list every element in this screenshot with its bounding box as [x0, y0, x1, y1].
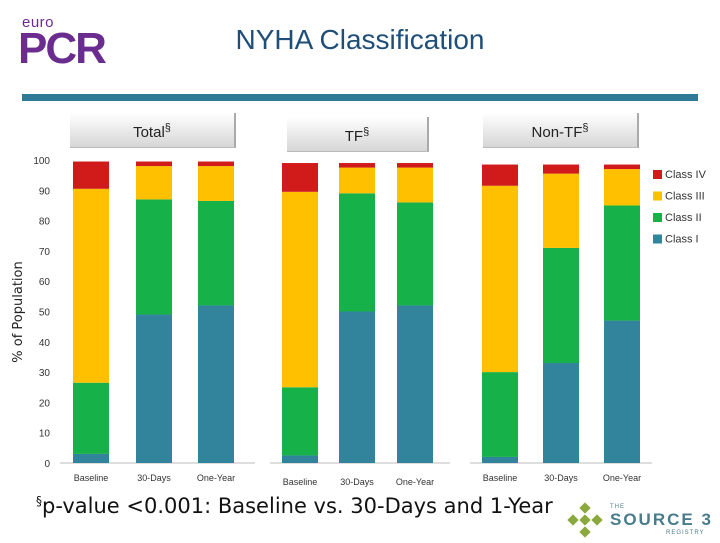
logo-euro-text: euro: [22, 14, 55, 31]
y-tick-label: 50: [39, 308, 51, 319]
footnote-mark: §: [36, 494, 42, 508]
page-title: NYHA Classification: [235, 24, 485, 55]
panel-label-tf: TF§: [287, 117, 429, 152]
source3-registry-text: REGISTRY: [666, 530, 705, 536]
y-tick-label: 0: [44, 459, 50, 470]
bar-segment-class-i: [482, 456, 518, 463]
y-tick-label: 60: [39, 277, 51, 288]
europcr-logo: euro PCR: [18, 14, 110, 74]
y-tick-label: 10: [39, 429, 51, 440]
bar-segment-class-ii: [482, 372, 518, 457]
y-axis: 0 10 20 30 40 50 60 70 80 90 100: [33, 156, 50, 470]
bar-segment-class-iii: [397, 167, 433, 203]
source3-name-text: SOURCE 3: [610, 510, 713, 529]
bar-segment-class-iv: [339, 163, 375, 168]
logo-pcr-text: PCR: [18, 24, 107, 73]
x-tick-label: 30-Days: [137, 473, 171, 483]
bar-segment-class-iii: [73, 188, 109, 383]
y-tick-label: 70: [39, 247, 51, 258]
legend-label: Class II: [665, 212, 702, 224]
y-tick-label: 30: [39, 368, 51, 379]
bar-segment-class-ii: [604, 205, 640, 321]
bar-segment-class-iv: [136, 161, 172, 167]
bar-segment-class-ii: [282, 387, 318, 456]
source3-emblem-icon: [567, 502, 603, 538]
footnote-text: p-value <0.001: Baseline vs. 30-Days and…: [42, 494, 553, 518]
y-tick-label: 90: [39, 186, 51, 197]
bar-segment-class-i: [198, 305, 234, 463]
bar-segment-class-iii: [543, 173, 579, 248]
footnote: §p-value <0.001: Baseline vs. 30-Days an…: [36, 494, 553, 518]
bar-segment-class-iv: [543, 164, 579, 174]
x-tick-label: Baseline: [74, 473, 109, 483]
bar-segment-class-ii: [543, 247, 579, 364]
bar-segment-class-iv: [73, 161, 109, 189]
x-tick-label: Baseline: [483, 473, 518, 483]
source3-the-text: THE: [610, 504, 625, 510]
bar-segment-class-ii: [73, 382, 109, 454]
legend-label: Class III: [665, 191, 705, 203]
legend-swatch: [653, 170, 662, 179]
bar-segment-class-ii: [136, 199, 172, 315]
y-tick-label: 100: [33, 156, 50, 167]
bar-segment-class-iv: [282, 163, 318, 192]
legend-swatch: [653, 213, 662, 222]
bar-segment-class-iii: [136, 166, 172, 200]
y-tick-label: 80: [39, 217, 51, 228]
panel-label-total: Total§: [70, 113, 236, 148]
title-divider: [22, 94, 698, 101]
x-tick-label: One-Year: [197, 473, 235, 483]
bar-segment-class-iii: [482, 185, 518, 373]
bar-segment-class-ii: [198, 200, 234, 306]
bar-segment-class-iv: [397, 163, 433, 168]
legend: Class IV Class III Class II Class I: [653, 169, 707, 246]
bar-segment-class-i: [73, 453, 109, 463]
legend-label: Class I: [665, 234, 699, 246]
bar-segment-class-i: [604, 320, 640, 463]
bar-segment-class-iii: [604, 169, 640, 206]
x-tick-label: 30-Days: [340, 477, 374, 487]
source3-logo: THE SOURCE 3 REGISTRY: [566, 502, 716, 538]
bar-segment-class-iv: [604, 164, 640, 170]
legend-label: Class IV: [665, 169, 707, 181]
bar-segment-class-ii: [397, 202, 433, 306]
bar-segment-class-iii: [282, 191, 318, 388]
legend-swatch: [653, 234, 662, 244]
legend-swatch: [653, 191, 662, 201]
bar-segment-class-iii: [198, 166, 234, 201]
x-tick-label: One-Year: [603, 473, 641, 483]
y-axis-label: % of Population: [11, 261, 26, 362]
bar-segment-class-i: [136, 314, 172, 463]
x-tick-label: One-Year: [396, 477, 434, 487]
x-tick-label: Baseline: [283, 477, 318, 487]
panel-label-non-tf: Non-TF§: [483, 113, 639, 148]
bar-segment-class-i: [543, 363, 579, 463]
bar-segment-class-i: [397, 305, 433, 463]
x-tick-label: 30-Days: [544, 473, 578, 483]
bar-segment-class-ii: [339, 193, 375, 312]
bar-segment-class-iv: [482, 164, 518, 186]
plot-area: Baseline 30-Days One-Year Baseline 30-Days On…: [60, 161, 652, 487]
bar-segment-class-iv: [198, 161, 234, 167]
y-tick-label: 20: [39, 398, 51, 409]
bar-segment-class-i: [339, 311, 375, 463]
bar-segment-class-iii: [339, 167, 375, 194]
bar-segment-class-i: [282, 455, 318, 463]
y-tick-label: 40: [39, 338, 51, 349]
